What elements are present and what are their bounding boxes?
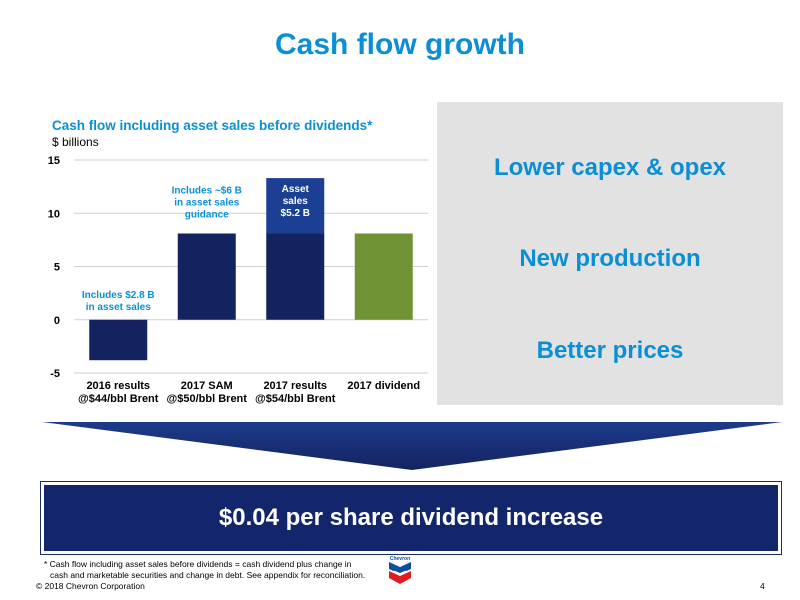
copyright: © 2018 Chevron Corporation <box>36 581 145 591</box>
bar-annotation: guidance <box>185 209 229 220</box>
footnote-line-2: cash and marketable securities and chang… <box>50 570 366 580</box>
page-title: Cash flow growth <box>275 28 525 61</box>
bar-stack-segment <box>266 178 325 234</box>
x-tick-label: 2017 SAM <box>181 380 233 392</box>
x-tick-label: 2017 dividend <box>347 380 420 392</box>
y-tick-label: 0 <box>54 315 60 327</box>
bar <box>354 233 413 320</box>
logo-text: Chevron <box>390 556 410 562</box>
bar-annotation: in asset sales <box>174 197 239 208</box>
benefit-lower-costs: Lower capex & opex <box>493 154 727 181</box>
footnote-line-1: * Cash flow including asset sales before… <box>44 559 352 569</box>
x-tick-label: @$54/bbl Brent <box>255 393 336 405</box>
bar <box>266 233 325 320</box>
x-tick-label: @$50/bbl Brent <box>167 393 248 405</box>
x-tick-label: 2016 results <box>86 380 150 392</box>
y-tick-label: -5 <box>50 368 60 380</box>
bar-annotation: Includes $2.8 B <box>82 290 155 301</box>
benefits-panel: Lower capex & opex New production Better… <box>437 102 783 405</box>
bar-annotation: $5.2 B <box>281 208 310 219</box>
benefit-new-production: New production <box>519 245 701 272</box>
x-tick-label: @$44/bbl Brent <box>78 393 159 405</box>
bar-annotation: sales <box>283 196 308 207</box>
chevron-logo-icon: Chevron <box>389 556 411 584</box>
bar-annotation: Asset <box>282 184 310 195</box>
y-tick-label: 10 <box>48 208 60 220</box>
bar-annotation: in asset sales <box>86 302 151 313</box>
cash-flow-bar-chart: 15 10 5 0 -5 2016 results@$44/bbl Brent 2017 S… <box>48 155 428 405</box>
bar <box>177 233 236 320</box>
benefit-better-prices: Better prices <box>536 337 684 364</box>
dividend-result-box: $0.04 per share dividend increase <box>40 481 782 555</box>
bar-annotation: Includes ~$6 B <box>172 185 242 196</box>
x-tick-label: 2017 results <box>263 380 327 392</box>
page-number: 4 <box>760 581 765 591</box>
chart-title: Cash flow including asset sales before d… <box>52 118 373 133</box>
y-tick-label: 5 <box>54 262 60 274</box>
dividend-result-text: $0.04 per share dividend increase <box>218 504 604 531</box>
chart-unit-label: $ billions <box>52 135 99 149</box>
down-arrow-shape <box>42 422 782 470</box>
y-tick-label: 15 <box>48 155 60 167</box>
bar <box>89 319 148 361</box>
footnote: * Cash flow including asset sales before… <box>44 559 384 581</box>
